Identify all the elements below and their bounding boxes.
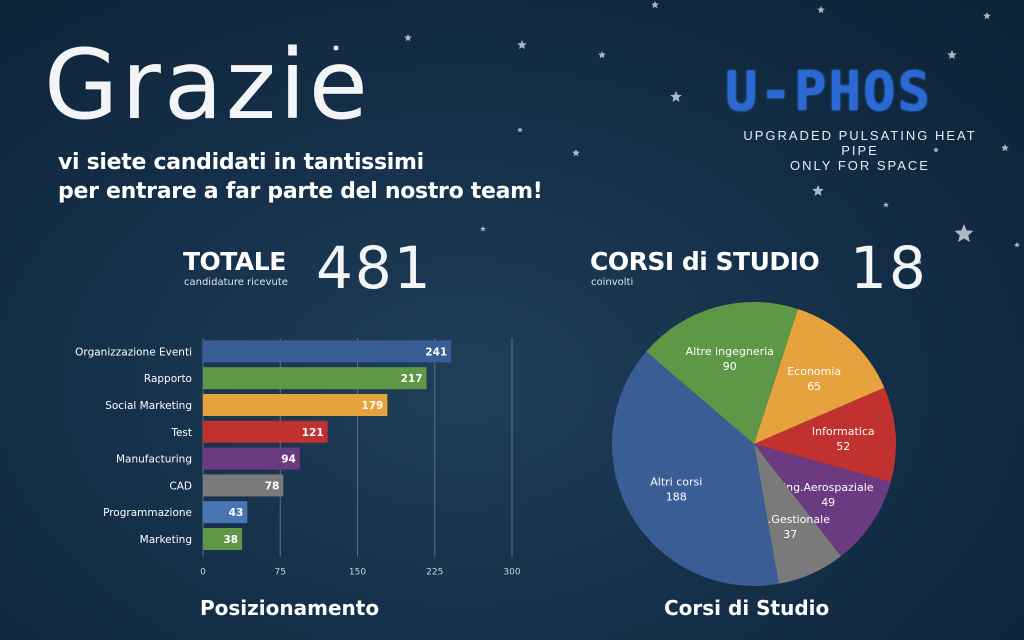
star-icon <box>954 224 974 243</box>
star-icon <box>670 91 682 102</box>
bar <box>203 394 388 416</box>
category-label: Social Marketing <box>105 400 192 412</box>
category-label: Programmazione <box>103 507 192 519</box>
pie-slice <box>754 387 896 483</box>
star-icon <box>817 6 825 14</box>
total-value: 481 <box>316 234 433 302</box>
pie-slice <box>754 444 841 584</box>
x-tick-label: 300 <box>503 567 520 577</box>
bar <box>203 340 452 363</box>
logo-tagline-line-2: ONLY FOR SPACE <box>790 158 930 173</box>
pie-slice-label: Ing.Gestionale <box>751 513 831 526</box>
x-tick-label: 75 <box>275 567 286 577</box>
category-label: Rapporto <box>144 373 192 385</box>
star-icon <box>983 12 991 20</box>
courses-sublabel: coinvolti <box>591 277 634 288</box>
category-label: Test <box>170 427 192 439</box>
bar <box>203 447 300 470</box>
courses-value: 18 <box>850 234 928 302</box>
pie-slice <box>754 308 885 444</box>
pie-chart-title: Corsi di Studio <box>664 596 830 620</box>
bar <box>203 420 328 443</box>
star-icon <box>333 45 339 51</box>
star-icon <box>598 51 606 59</box>
bar-value-label: 179 <box>361 400 383 412</box>
positions-bar-chart: 0 75 150 225 300 Organizzazione Eventi 241 Rapp… <box>75 338 521 577</box>
pie-slice-value: 52 <box>836 440 850 453</box>
bar-value-label: 217 <box>401 373 423 385</box>
bar-value-label: 43 <box>229 507 244 519</box>
category-label: Manufacturing <box>116 454 192 466</box>
pie-slice <box>754 444 891 557</box>
bar <box>203 528 243 550</box>
pie-slice-value: 90 <box>723 360 737 373</box>
pie-slice-label: Informatica <box>812 425 875 438</box>
bar-value-label: 121 <box>302 427 324 439</box>
logo-tagline: UPGRADED PULSATING HEAT PIPE ONLY FOR SP… <box>722 128 998 173</box>
page-subtitle: vi siete candidati in tantissimi per ent… <box>58 148 543 206</box>
star-icon <box>1001 144 1009 152</box>
total-sublabel: candidature ricevute <box>184 277 288 288</box>
star-icon <box>517 127 523 133</box>
x-tick-label: 225 <box>426 567 443 577</box>
star-icon <box>452 188 456 192</box>
pie-slice-label: Ing.Aerospaziale <box>783 481 874 494</box>
category-label: Marketing <box>140 534 192 546</box>
courses-label: CORSI di STUDIO <box>590 247 820 276</box>
courses-pie-chart: Economia 65 Informatica 52 Ing.Aerospaziale 4… <box>612 301 896 586</box>
star-icon <box>517 40 527 49</box>
star-icon <box>947 50 957 59</box>
page-title: Grazie <box>44 29 371 141</box>
star-icon <box>480 226 486 232</box>
bar <box>203 474 284 497</box>
pie-slice-label: Economia <box>787 365 841 378</box>
pie-slice <box>646 301 798 444</box>
star-icon <box>883 202 889 208</box>
bar-value-label: 94 <box>281 454 296 466</box>
bar <box>203 367 427 390</box>
star-icon <box>916 259 922 265</box>
pie-slice-value: 37 <box>783 528 797 541</box>
star-icon <box>1014 242 1020 248</box>
pie-slice <box>612 351 779 586</box>
pie-slice-value: 49 <box>821 496 835 509</box>
category-label: Organizzazione Eventi <box>75 346 192 358</box>
subtitle-line-1: vi siete candidati in tantissimi <box>58 150 424 175</box>
pie-slice-value: 188 <box>666 490 687 503</box>
pie-slice-label: Altri corsi <box>650 475 702 488</box>
bar-value-label: 78 <box>265 480 280 492</box>
subtitle-line-2: per entrare a far parte del nostro team! <box>58 179 543 204</box>
star-icon <box>651 1 659 9</box>
star-icon <box>404 34 412 42</box>
category-label: CAD <box>169 480 192 492</box>
bar-value-label: 241 <box>425 346 447 358</box>
bar-value-label: 38 <box>224 534 239 546</box>
star-icon <box>933 147 939 153</box>
x-tick-label: 0 <box>200 567 206 577</box>
star-icon <box>351 78 355 82</box>
uphos-logo: U-PHOS <box>725 60 933 123</box>
x-tick-label: 150 <box>349 567 366 577</box>
star-icon <box>572 149 580 157</box>
total-label: TOTALE <box>183 247 286 276</box>
bar-chart-title: Posizionamento <box>200 596 380 620</box>
logo-tagline-line-1: UPGRADED PULSATING HEAT PIPE <box>743 128 977 158</box>
star-icon <box>812 185 824 196</box>
bar <box>203 501 248 524</box>
pie-slice-label: Altre ingegneria <box>686 345 774 358</box>
pie-slice-value: 65 <box>807 380 821 393</box>
